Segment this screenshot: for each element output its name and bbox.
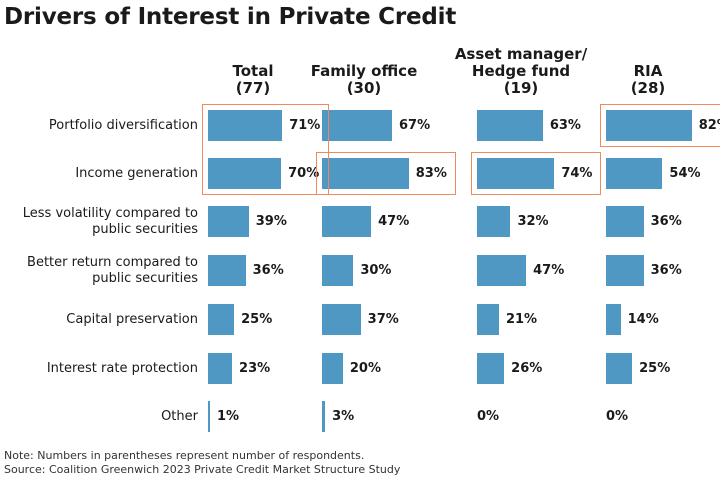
row-label-line: Other <box>161 409 198 424</box>
highlight-box <box>600 104 720 147</box>
value-label: 25% <box>639 361 671 376</box>
value-label: 82% <box>698 118 720 133</box>
value-label: 47% <box>533 263 565 278</box>
column-header-line: (30) <box>346 79 382 97</box>
value-label: 30% <box>360 263 392 278</box>
value-label: 83% <box>415 166 447 181</box>
value-label: 0% <box>477 409 500 424</box>
bar <box>208 401 210 432</box>
column-header-line: (28) <box>630 79 666 97</box>
row-label-other: Other <box>161 409 198 425</box>
bar <box>606 255 644 286</box>
bar <box>208 353 233 384</box>
column-header-line: Asset manager/ <box>454 45 588 63</box>
bar <box>606 158 663 189</box>
column-header-line: Hedge fund <box>471 62 571 80</box>
value-label: 37% <box>367 312 399 327</box>
row-label-portfolio-diversification: Portfolio diversification <box>49 118 198 134</box>
value-label: 20% <box>349 361 382 376</box>
chart-title: Drivers of Interest in Private Credit <box>4 4 457 30</box>
column-header-line: Family office <box>310 62 418 80</box>
value-label: 1% <box>217 409 240 424</box>
bar <box>322 206 372 237</box>
bar <box>477 304 499 335</box>
row-label-income-generation: Income generation <box>75 166 198 182</box>
column-header-line: (19) <box>503 79 539 97</box>
column-header-line: (77) <box>235 79 271 97</box>
value-label: 71% <box>289 118 321 133</box>
row-label-interest-rate-protection: Interest rate protection <box>47 361 198 377</box>
bar <box>208 304 235 335</box>
column-header-line: Total <box>232 62 274 80</box>
footnote: Note: Numbers in parentheses represent n… <box>4 449 365 462</box>
bar <box>322 353 343 384</box>
bar <box>208 158 282 189</box>
value-label: 67% <box>399 118 431 133</box>
value-label: 0% <box>606 409 629 424</box>
bar <box>477 255 527 286</box>
bar <box>606 304 621 335</box>
value-label: 36% <box>252 263 284 278</box>
value-label: 63% <box>549 118 581 133</box>
column-header-family-office: Family office (30) <box>289 63 439 97</box>
value-label: 54% <box>669 166 701 181</box>
value-label: 23% <box>239 361 271 376</box>
value-label: 21% <box>505 312 538 327</box>
bar <box>477 206 511 237</box>
value-label: 26% <box>511 361 543 376</box>
bar <box>322 255 354 286</box>
highlight-box <box>316 152 456 195</box>
column-header-ria: RIA (28) <box>573 63 720 97</box>
value-label: 3% <box>332 409 355 424</box>
column-header-asset-manager: Asset manager/ Hedge fund (19) <box>446 46 596 97</box>
row-label-line: Better return compared to <box>27 255 198 270</box>
column-header-line: RIA <box>633 62 663 80</box>
bar <box>322 401 326 432</box>
bar <box>208 110 283 141</box>
row-label-line: Income generation <box>75 166 198 181</box>
value-label: 32% <box>517 214 549 229</box>
bar <box>208 206 249 237</box>
highlight-box <box>471 152 602 195</box>
bar <box>322 158 409 189</box>
bar <box>477 353 505 384</box>
value-label: 14% <box>627 312 659 327</box>
row-label-line: Less volatility compared to <box>22 206 198 221</box>
bar <box>606 206 644 237</box>
value-label: 36% <box>650 263 682 278</box>
value-label: 47% <box>378 214 410 229</box>
row-label-line: Capital preservation <box>66 312 198 327</box>
value-label: 25% <box>241 312 273 327</box>
row-label-line: public securities <box>92 222 198 237</box>
row-label-capital-preservation: Capital preservation <box>66 312 198 328</box>
value-label: 70% <box>288 166 320 181</box>
row-label-better-return: Better return compared to public securit… <box>27 255 198 287</box>
source-note: Source: Coalition Greenwich 2023 Private… <box>4 463 401 476</box>
highlight-box <box>202 104 330 195</box>
bar <box>208 255 246 286</box>
value-label: 74% <box>561 166 593 181</box>
row-label-line: Portfolio diversification <box>48 118 198 133</box>
value-label: 39% <box>255 214 287 229</box>
bar <box>322 304 361 335</box>
row-label-line: public securities <box>92 271 198 286</box>
bar <box>606 110 692 141</box>
bar <box>477 110 543 141</box>
bar <box>322 110 392 141</box>
row-label-line: Interest rate protection <box>46 361 198 376</box>
row-label-less-volatility: Less volatility compared to public secur… <box>23 206 198 238</box>
value-label: 36% <box>650 214 682 229</box>
bar <box>477 158 555 189</box>
column-header-total: Total (77) <box>178 63 328 97</box>
bar <box>606 353 633 384</box>
